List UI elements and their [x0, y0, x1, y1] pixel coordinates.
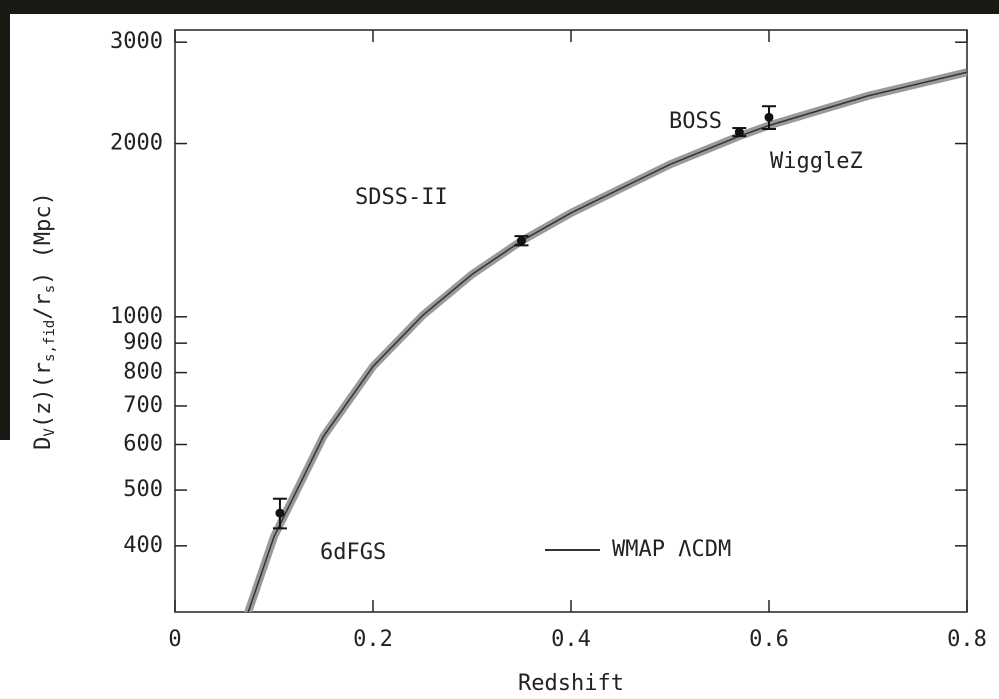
y-label-part: ) (Mpc): [31, 192, 56, 285]
point-label: SDSS-II: [355, 185, 448, 210]
background-strip: [0, 0, 999, 14]
data-point: [734, 127, 744, 137]
y-tick-label: 700: [123, 393, 163, 418]
y-label-subscript: s: [42, 285, 58, 293]
y-label-part: /r: [31, 293, 56, 320]
point-label: BOSS: [669, 109, 722, 134]
point-label: WiggleZ: [770, 149, 863, 174]
y-tick-label: 400: [123, 533, 163, 558]
y-tick-label: 500: [123, 477, 163, 502]
y-tick-label: 900: [123, 330, 163, 355]
data-point: [764, 112, 774, 122]
y-label-part: D: [31, 437, 56, 450]
data-point: [517, 236, 526, 246]
x-tick-label: 0.4: [551, 627, 591, 652]
y-label-subscript: V: [42, 428, 58, 437]
y-tick-label: 1000: [110, 304, 163, 329]
x-tick-label: 0.8: [947, 627, 987, 652]
plot-frame: [174, 29, 968, 613]
y-label-subscript: s,fid: [42, 320, 58, 362]
legend-label: WMAP ΛCDM: [612, 537, 731, 562]
y-tick-label: 3000: [110, 29, 163, 54]
point-label: 6dFGS: [320, 540, 386, 565]
y-tick-label: 800: [123, 360, 163, 385]
x-tick-label: 0.6: [749, 627, 789, 652]
x-axis-label: Redshift: [518, 671, 624, 696]
y-label-part: (z)(r: [31, 362, 56, 428]
y-tick-label: 2000: [110, 131, 163, 156]
data-point: [275, 508, 285, 518]
background-strip: [0, 0, 10, 440]
x-tick-label: 0.2: [353, 627, 393, 652]
y-tick-label: 600: [123, 432, 163, 457]
y-axis-label: DV(z)(rs,fid/rs) (Mpc): [31, 192, 58, 450]
x-tick-label: 0: [168, 627, 181, 652]
